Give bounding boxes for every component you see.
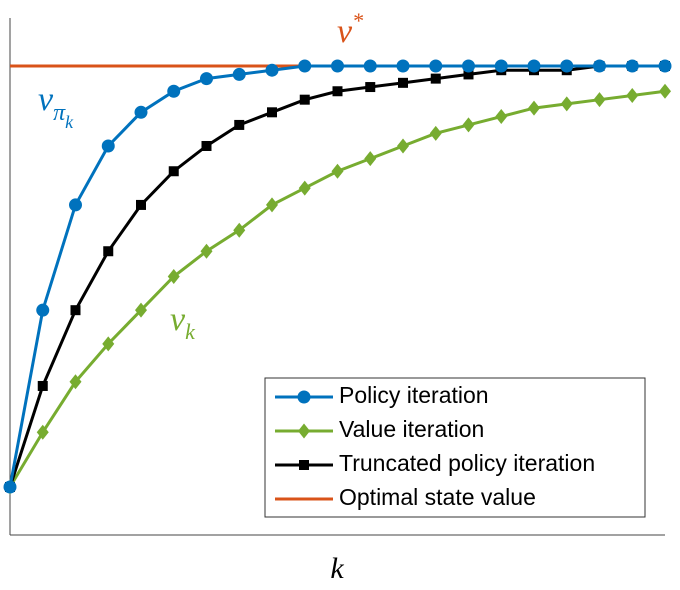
marker — [658, 59, 672, 73]
marker — [396, 59, 410, 73]
marker — [234, 119, 245, 130]
marker — [267, 107, 277, 118]
marker — [298, 180, 311, 196]
marker — [36, 424, 49, 440]
marker — [36, 303, 50, 317]
marker — [69, 374, 82, 390]
marker — [593, 92, 606, 108]
legend-label: Policy iteration — [339, 382, 489, 408]
marker — [429, 125, 442, 141]
marker — [37, 380, 48, 391]
marker — [136, 199, 146, 210]
annotation: v* — [337, 8, 363, 50]
marker — [625, 59, 639, 73]
marker — [527, 59, 541, 73]
marker — [103, 246, 114, 257]
marker — [463, 69, 474, 80]
marker — [397, 138, 409, 154]
marker — [398, 77, 408, 88]
marker — [331, 59, 344, 73]
marker — [626, 87, 639, 103]
legend-label: Value iteration — [339, 416, 484, 442]
legend-label: Truncated policy iteration — [339, 450, 595, 476]
legend-box — [264, 377, 646, 518]
marker — [167, 269, 180, 284]
marker — [299, 460, 309, 470]
marker — [560, 59, 574, 73]
annotation: vπk — [38, 81, 74, 132]
marker — [429, 59, 443, 73]
marker — [528, 100, 540, 116]
marker — [462, 117, 475, 133]
marker — [659, 83, 671, 99]
marker — [201, 140, 212, 151]
x-axis-label: k — [330, 552, 344, 585]
marker — [70, 305, 81, 316]
marker — [298, 423, 310, 439]
annotation: vk — [170, 301, 196, 344]
marker — [167, 84, 181, 98]
marker — [365, 82, 376, 93]
marker — [462, 59, 475, 73]
marker — [102, 336, 115, 352]
marker — [494, 59, 508, 73]
marker — [101, 139, 115, 153]
marker — [332, 86, 343, 97]
marker — [331, 163, 344, 179]
marker — [363, 59, 377, 73]
marker — [3, 480, 17, 494]
marker — [265, 63, 279, 77]
marker — [232, 67, 246, 81]
marker — [69, 198, 82, 212]
marker — [495, 109, 508, 125]
marker — [135, 302, 147, 318]
marker — [266, 197, 278, 213]
marker — [297, 390, 311, 404]
marker — [233, 222, 246, 238]
marker — [430, 73, 441, 84]
marker — [593, 59, 606, 73]
marker — [134, 105, 148, 119]
marker — [299, 94, 310, 105]
marker — [168, 166, 179, 177]
marker — [364, 151, 377, 167]
marker — [200, 243, 213, 259]
legend-label: Optimal state value — [339, 484, 536, 510]
marker — [560, 96, 573, 112]
marker — [200, 72, 213, 86]
marker — [298, 59, 312, 73]
